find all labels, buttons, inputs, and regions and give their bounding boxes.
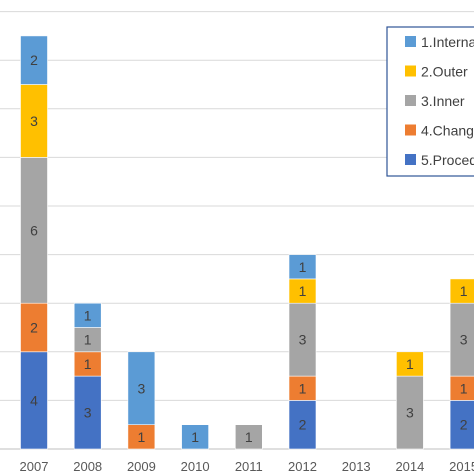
data-label: 2 [30,52,38,68]
data-label: 2 [460,417,468,433]
x-tick-label: 2012 [288,459,317,474]
x-tick-label: 2013 [342,459,371,474]
data-label: 6 [30,222,38,238]
bar-segment [181,424,209,450]
bar-segment [288,302,317,377]
data-label: 1 [84,332,92,348]
legend-swatch [405,36,416,47]
x-tick-label: 2009 [127,459,156,474]
data-label: 1 [460,283,468,299]
x-tick-label: 2014 [395,459,424,474]
bar-segment [235,424,263,450]
bar-segment [20,35,48,85]
x-axis: 2007 2008 2009 2010 2011 2012 2013 2014 2015 [20,459,474,474]
x-tick-label: 2010 [181,459,210,474]
legend-entry: 1.Internal [421,34,474,50]
bar-segment [20,302,48,353]
data-label: 2 [30,320,38,336]
legend-box [386,26,474,177]
x-tick-label: 2015 [449,459,474,474]
legend-swatch [405,65,416,77]
data-label: 1 [84,307,92,323]
data-label: 3 [30,113,38,129]
legend-entry: 5.Procedure [421,152,474,168]
bar-segment [288,278,317,304]
x-tick-label: 2011 [235,459,263,474]
data-label: 1 [406,356,414,372]
bar-segment [20,84,48,158]
data-label: 1 [138,429,146,445]
bar-segment [396,375,424,450]
data-label: 2 [299,417,307,433]
legend: 1.Internal 2.Outer 3.Inner 4.Changes 5.Proce… [386,26,474,177]
x-tick-label: 2007 [20,459,49,474]
data-label: 1 [299,259,307,275]
bar-segment [396,351,424,377]
data-label: 1 [191,429,199,445]
legend-swatch [405,154,416,165]
data-label: 3 [406,405,414,421]
data-label: 1 [245,429,253,445]
legend-entry: 3.Inner [421,93,465,109]
bar-segment [73,375,102,450]
bar-segment [449,278,474,304]
data-label: 1 [84,356,92,372]
data-label: 3 [84,405,92,421]
data-label: 3 [299,332,307,348]
x-tick-label: 2008 [73,459,102,474]
bar-segment [73,351,102,377]
bar-segment [127,351,156,425]
bar-segment [288,254,317,280]
data-label: 1 [299,380,307,396]
data-label: 1 [299,283,307,299]
legend-swatch [405,124,416,136]
bar-segment [73,302,102,328]
legend-entry: 2.Outer [421,64,468,80]
bar-segment [73,327,102,353]
bar-segment [20,157,48,304]
legend-swatch [405,95,416,106]
data-label: 1 [460,380,468,396]
data-label: 3 [138,380,146,396]
data-label: 4 [30,392,38,408]
legend-entry: 4.Changes [421,123,474,139]
data-label: 3 [460,332,468,348]
bars: 4 2 6 3 2 3 1 1 1 1 3 1 1 2 1 3 1 1 3 1 2 1 3 1 [20,35,474,450]
bar-segment [127,424,156,450]
